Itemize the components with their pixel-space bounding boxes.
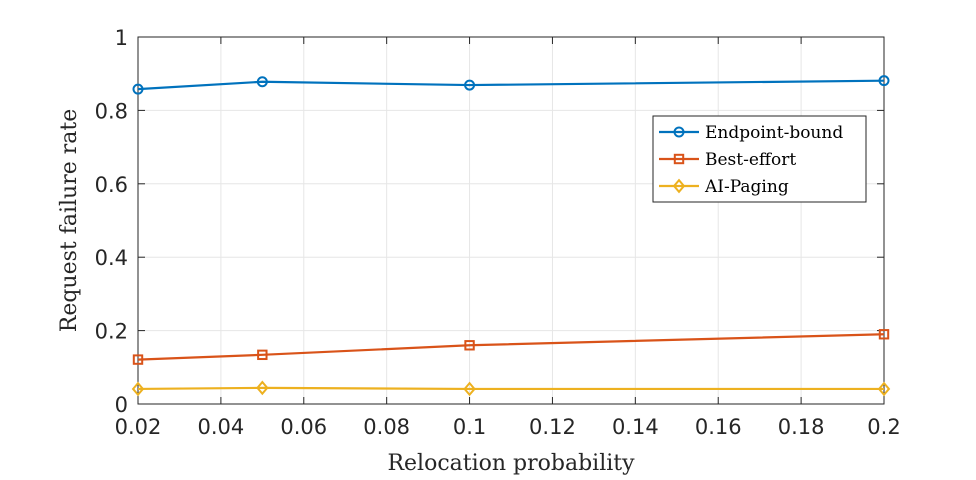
data-point-best-effort xyxy=(132,354,144,365)
x-axis-ticks: 0.02 0.04 0.06 0.08 0.1 0.12 0.14 0.16 0.18 0.2 xyxy=(115,37,901,439)
data-point-endpoint-bound xyxy=(464,79,476,91)
legend-marker xyxy=(672,178,686,194)
data-point-best-effort xyxy=(464,340,475,351)
data-point-ai-paging xyxy=(877,381,891,397)
data-point-best-effort xyxy=(257,349,268,361)
x-tick-label: 0.08 xyxy=(363,415,410,439)
legend-marker xyxy=(673,126,685,138)
x-tick-label: 0.12 xyxy=(529,415,576,439)
y-axis-title: Request failure rate xyxy=(57,109,82,333)
series-ai-paging xyxy=(131,380,891,397)
data-point-ai-paging xyxy=(131,381,145,397)
legend-marker-shape xyxy=(673,153,685,165)
data-point-endpoint-bound xyxy=(132,83,144,95)
x-tick-label: 0.04 xyxy=(198,415,245,439)
legend-marker-shape xyxy=(673,126,685,138)
legend-marker-shape xyxy=(672,178,686,194)
y-tick-label: 0.4 xyxy=(95,246,128,270)
legend-label: Best-effort xyxy=(705,150,796,170)
y-tick-label: 1 xyxy=(115,26,128,50)
legend-label: Endpoint-bound xyxy=(705,123,843,143)
x-tick-label: 0.16 xyxy=(695,415,742,439)
plot-area-frame xyxy=(137,36,885,405)
series-endpoint-bound xyxy=(132,75,890,95)
y-tick-label: 0 xyxy=(115,393,128,417)
series-best-effort xyxy=(132,329,890,365)
series-layer xyxy=(131,75,891,397)
y-tick-label: 0.8 xyxy=(95,99,128,123)
grid-lines xyxy=(137,36,885,405)
data-point-endpoint-bound xyxy=(256,76,268,88)
legend-entry-best-effort: Best-effort xyxy=(659,150,796,170)
legend: Endpoint-bound Best-effort AI-Paging xyxy=(652,115,867,203)
legend-entry-endpoint-bound: Endpoint-bound xyxy=(659,123,843,143)
legend-marker xyxy=(673,153,685,165)
data-point-ai-paging xyxy=(256,380,269,396)
data-point-ai-paging xyxy=(463,381,476,397)
y-tick-label: 0.6 xyxy=(95,173,128,197)
x-tick-label: 0.02 xyxy=(115,415,162,439)
y-axis-ticks: 0 0.2 0.4 0.6 0.8 1 xyxy=(95,26,884,417)
x-tick-label: 0.14 xyxy=(612,415,659,439)
data-point-best-effort xyxy=(878,329,890,340)
y-tick-label: 0.2 xyxy=(95,320,128,344)
series-line-ai-paging xyxy=(137,386,884,391)
x-tick-label: 0.2 xyxy=(867,415,900,439)
legend-label: AI-Paging xyxy=(704,177,789,197)
x-axis-title: Relocation probability xyxy=(387,451,635,476)
legend-entry-ai-paging: AI-Paging xyxy=(659,177,789,197)
x-tick-label: 0.1 xyxy=(453,415,486,439)
x-tick-label: 0.18 xyxy=(778,415,825,439)
x-tick-label: 0.06 xyxy=(280,415,327,439)
series-line-endpoint-bound xyxy=(137,79,885,91)
series-line-best-effort xyxy=(137,333,885,361)
data-point-endpoint-bound xyxy=(878,75,890,87)
